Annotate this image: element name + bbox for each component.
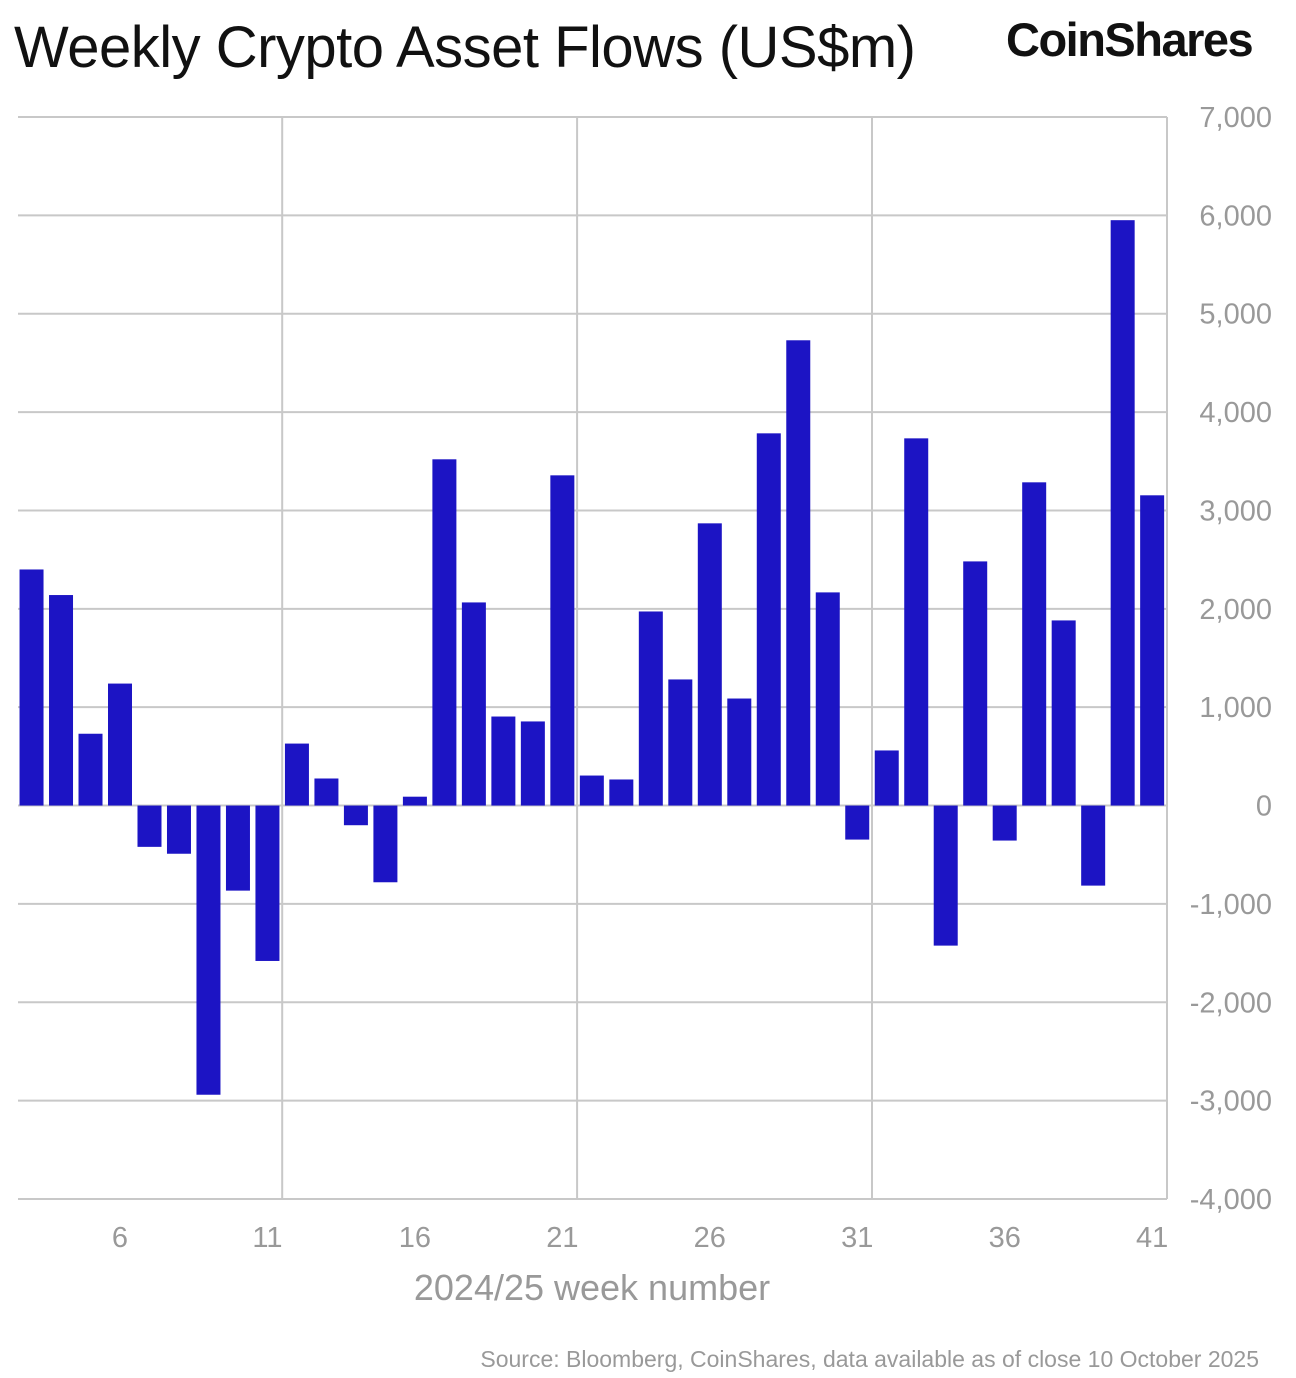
bar-week-35 <box>963 561 988 806</box>
bar-week-29 <box>786 340 811 806</box>
bars <box>19 220 1165 1095</box>
bar-week-14 <box>343 805 368 826</box>
bar-week-7 <box>137 805 162 847</box>
y-tick-label: 2,000 <box>1199 594 1272 626</box>
bar-week-26 <box>697 523 722 806</box>
y-tick-label: -1,000 <box>1190 889 1272 921</box>
bar-week-41 <box>1140 495 1165 806</box>
bar-week-18 <box>461 602 486 806</box>
coinshares-logo: CoinShares <box>1006 13 1254 66</box>
bar-week-34 <box>933 805 958 946</box>
bar-week-31 <box>845 805 870 840</box>
source-note: Source: Bloomberg, CoinShares, data avai… <box>480 1346 1259 1372</box>
x-tick-label: 41 <box>1136 1222 1168 1254</box>
bar-week-32 <box>874 750 899 806</box>
bar-week-38 <box>1051 620 1076 806</box>
bar-week-20 <box>520 721 545 806</box>
y-tick-label: 6,000 <box>1199 200 1272 232</box>
bar-week-15 <box>373 805 398 883</box>
bar-week-40 <box>1110 220 1135 806</box>
bar-week-21 <box>550 475 575 806</box>
bar-week-37 <box>1022 482 1047 806</box>
x-tick-label: 11 <box>252 1222 282 1254</box>
bar-week-12 <box>284 743 309 806</box>
y-tick-label: 0 <box>1256 791 1272 823</box>
gridlines <box>18 116 1168 1200</box>
bar-week-30 <box>815 592 840 806</box>
y-tick-label: 3,000 <box>1199 495 1272 527</box>
bar-week-22 <box>579 775 604 806</box>
bar-week-8 <box>166 805 191 854</box>
bar-week-9 <box>196 805 221 1095</box>
bar-week-3 <box>19 569 44 806</box>
bar-week-28 <box>756 433 781 806</box>
y-tick-label: 7,000 <box>1199 102 1272 134</box>
y-tick-label: -4,000 <box>1190 1184 1272 1216</box>
x-tick-label: 26 <box>694 1222 726 1254</box>
bar-week-25 <box>668 679 693 806</box>
x-tick-label: 16 <box>399 1222 431 1254</box>
bar-week-4 <box>49 595 74 806</box>
bar-week-10 <box>225 805 250 891</box>
y-tick-label: -2,000 <box>1190 987 1272 1019</box>
bar-week-24 <box>638 611 663 806</box>
bar-week-16 <box>402 796 427 806</box>
bar-week-33 <box>904 438 929 806</box>
bar-week-19 <box>491 716 516 806</box>
chart-title: Weekly Crypto Asset Flows (US$m) <box>14 15 916 80</box>
bar-week-13 <box>314 778 339 806</box>
bar-week-36 <box>992 805 1017 841</box>
y-tick-label: -3,000 <box>1190 1086 1272 1118</box>
tick-labels: 7,000 6,000 5,000 4,000 3,000 2,000 1,000 0 -1,0… <box>112 102 1272 1254</box>
bar-week-27 <box>727 698 752 806</box>
x-tick-label: 6 <box>112 1222 128 1254</box>
bar-week-23 <box>609 779 634 806</box>
x-axis-label: 2024/25 week number <box>414 1267 770 1308</box>
bar-week-39 <box>1081 805 1106 886</box>
y-tick-label: 4,000 <box>1199 397 1272 429</box>
x-tick-label: 36 <box>989 1222 1021 1254</box>
y-tick-label: 5,000 <box>1199 299 1272 331</box>
y-tick-label: 1,000 <box>1199 692 1272 724</box>
bar-week-11 <box>255 805 280 961</box>
x-tick-label: 31 <box>841 1222 873 1254</box>
x-tick-label: 21 <box>546 1222 578 1254</box>
bar-week-5 <box>78 733 103 806</box>
bar-week-6 <box>108 683 132 806</box>
bar-week-17 <box>432 459 457 806</box>
